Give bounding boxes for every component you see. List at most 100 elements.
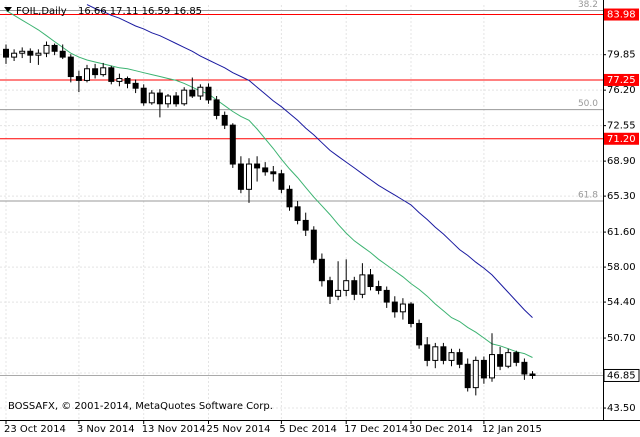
candle-body [51, 44, 58, 52]
candle-body [84, 68, 90, 81]
y-tick-label: 79.85 [607, 50, 636, 61]
candle-body [278, 173, 285, 190]
price-label: 83.98 [607, 10, 636, 21]
candle-body [448, 352, 455, 361]
candle-body [75, 76, 82, 81]
candle-body [505, 352, 512, 367]
y-tick-label: 65.30 [607, 191, 636, 202]
candle-body [237, 163, 244, 190]
candle-body [11, 52, 18, 58]
x-tick-label: 30 Dec 2014 [409, 424, 473, 435]
candle-body [351, 280, 358, 295]
candle-body [464, 363, 471, 389]
candle-body [262, 167, 269, 173]
candle-body [367, 274, 374, 288]
x-tick-label: 12 Jan 2015 [482, 424, 542, 435]
candle-body [59, 50, 66, 58]
candle-body [116, 77, 123, 82]
x-tick-label: 17 Dec 2014 [344, 424, 408, 435]
plot: 38.2 50.0 61.8 [0, 0, 603, 396]
price-label-box [604, 73, 639, 86]
candle-body [100, 67, 107, 76]
candle-body [513, 352, 520, 363]
candle-body [92, 68, 99, 76]
price-label-box [604, 132, 639, 145]
candle-body [408, 303, 414, 324]
candle-body [205, 86, 212, 101]
candle-body [399, 303, 406, 313]
candle-body [156, 92, 163, 105]
candle-body [521, 361, 528, 375]
candle-body [310, 229, 317, 260]
candle-body [108, 67, 115, 82]
y-tick-label: 76.20 [607, 85, 636, 96]
y-tick-label: 61.60 [607, 227, 636, 238]
candle-body [302, 219, 309, 231]
candle-body [140, 87, 147, 104]
candle-body [391, 301, 398, 313]
candle-body [456, 352, 463, 365]
candle-body [132, 82, 139, 89]
candle-body [497, 354, 504, 367]
candle-body [27, 50, 34, 56]
candle-body [254, 163, 261, 169]
candle-body [246, 163, 252, 190]
x-tick-label: 23 Oct 2014 [4, 424, 66, 435]
candle-body [472, 359, 479, 389]
candle-body [270, 171, 277, 175]
y-tick-label: 68.90 [607, 156, 636, 167]
current-price-box [603, 368, 640, 382]
candle-body [383, 289, 390, 303]
candle-body [375, 286, 382, 291]
price-label-box [604, 8, 639, 21]
candle-body [124, 77, 131, 84]
candle-body [19, 50, 26, 54]
x-tick-label: 5 Dec 2014 [279, 424, 337, 435]
grid [0, 5, 603, 420]
candle-body [181, 89, 188, 105]
candle-body [359, 274, 366, 295]
candle-body [213, 99, 220, 116]
fib-label: 38.2 [578, 0, 598, 10]
candle-body [294, 206, 301, 221]
collapse-icon[interactable] [4, 7, 12, 12]
candle-body [529, 373, 536, 376]
candle-body [43, 44, 50, 54]
candle-body [197, 86, 204, 97]
moving-average-line [5, 9, 533, 358]
candle-body [148, 92, 155, 104]
price-label: 71.20 [607, 134, 636, 145]
candle-body [489, 354, 495, 379]
candle-body [286, 188, 293, 208]
ohlc-label: 16.66 17.11 16.59 16.85 [78, 6, 202, 17]
y-tick-label: 58.00 [607, 262, 636, 273]
x-tick-label: 25 Nov 2014 [207, 424, 271, 435]
y-tick-label: 54.40 [607, 297, 636, 308]
moving-average-line [86, 4, 533, 318]
y-tick-label: 72.55 [607, 121, 636, 132]
symbol-label: FOIL,Daily [16, 6, 67, 17]
copyright: BOSSAFX, © 2001-2014, MetaQuotes Softwar… [8, 401, 273, 412]
candle-body [327, 280, 333, 297]
y-tick-label: 50.70 [607, 333, 636, 344]
candle-body [335, 289, 342, 297]
candle-body [229, 124, 236, 165]
y-tick-label: 43.50 [607, 403, 636, 414]
fib-label: 50.0 [578, 99, 598, 109]
candle-body [67, 56, 74, 78]
candle-body [173, 95, 180, 105]
current-price-label: 46.85 [607, 370, 636, 381]
price-label: 77.25 [607, 75, 636, 86]
candle-body [3, 48, 9, 58]
x-tick-label: 13 Nov 2014 [142, 424, 206, 435]
candle-body [221, 114, 228, 126]
candle-body [35, 52, 42, 56]
candle-body [480, 359, 487, 379]
candle-body [424, 344, 431, 361]
x-tick-label: 3 Nov 2014 [77, 424, 135, 435]
candle-body [343, 280, 350, 291]
candle-body [189, 89, 196, 97]
fib-label: 61.8 [578, 190, 598, 200]
